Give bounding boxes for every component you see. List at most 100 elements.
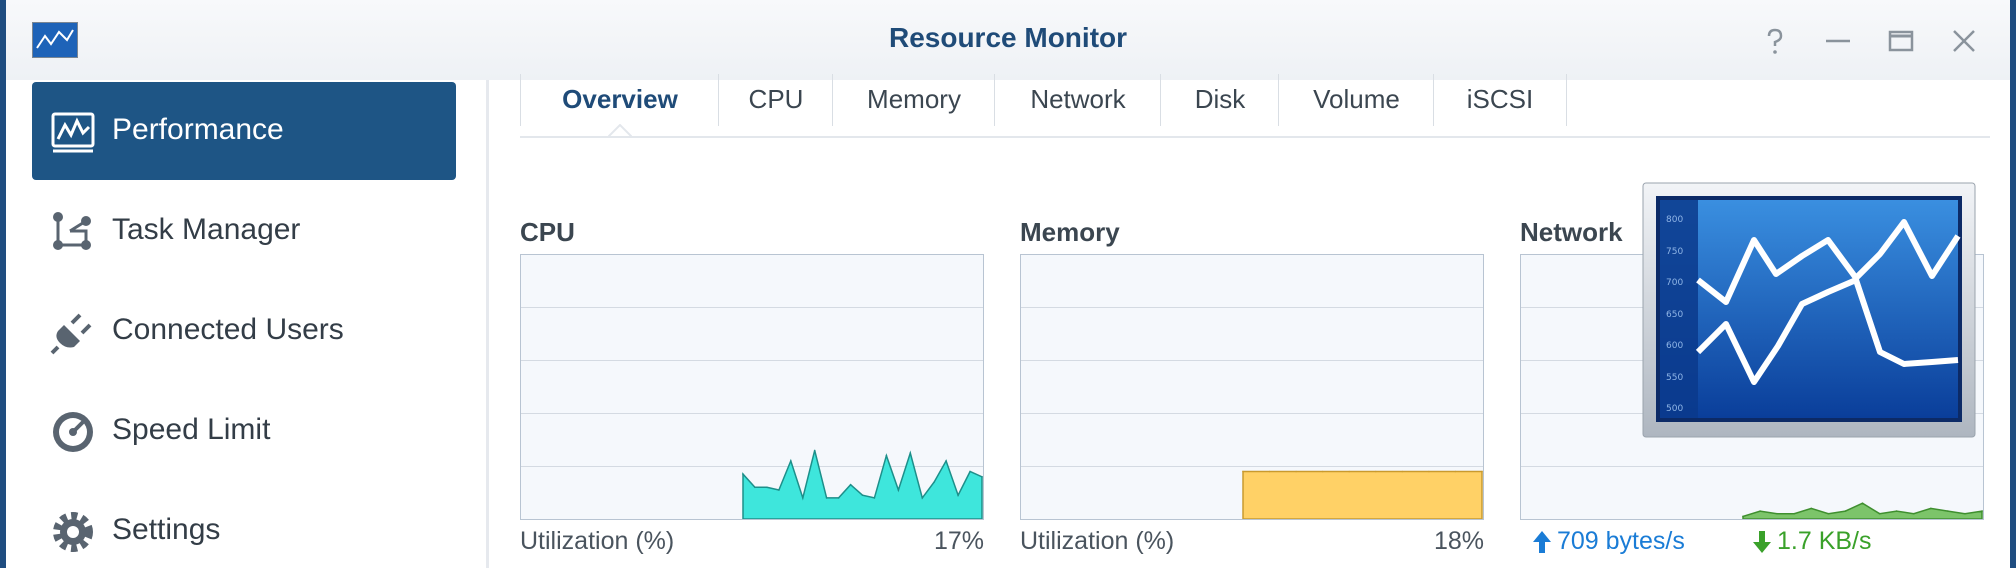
cpu-point: [825, 497, 828, 499]
network-point: [1742, 515, 1744, 518]
network-point: [1947, 510, 1949, 512]
svg-text:700: 700: [1666, 278, 1683, 288]
cpu-point: [981, 476, 983, 478]
cpu-point: [957, 494, 959, 496]
memory-point: [1348, 470, 1350, 473]
memory-point: [1268, 470, 1271, 473]
performance-icon: [51, 112, 95, 153]
sidebar-item-label: Performance: [112, 113, 284, 146]
cpu-panel-title: CPU: [520, 217, 575, 247]
cpu-point: [742, 473, 744, 475]
memory-point: [1321, 470, 1324, 473]
grid-line: [521, 307, 983, 308]
grid-line: [1521, 466, 1983, 467]
grid-line: [1021, 466, 1483, 467]
memory-point: [1481, 470, 1483, 473]
memory-point: [1401, 470, 1404, 473]
cpu-point: [754, 486, 756, 489]
gear-icon: [53, 512, 93, 552]
memory-utilization-label: Utilization (%): [1020, 527, 1175, 555]
grid-line: [1021, 413, 1483, 414]
network-point: [1759, 510, 1761, 512]
memory-chart[interactable]: [1020, 254, 1484, 520]
cpu-point: [945, 460, 947, 462]
cpu-point: [837, 497, 840, 499]
app-icon: [32, 22, 78, 58]
grid-line: [521, 466, 983, 467]
memory-point: [1295, 470, 1297, 473]
network-chart-plot: [1742, 502, 1983, 519]
cpu-utilization-value: 17%: [933, 527, 984, 555]
network-area: [1742, 502, 1983, 519]
memory-point: [1454, 470, 1457, 473]
cpu-point: [813, 449, 816, 452]
memory-utilization-value: 18%: [1433, 527, 1484, 555]
memory-point: [1375, 470, 1377, 473]
network-point: [1810, 507, 1813, 510]
network-point: [1981, 510, 1983, 512]
task-manager-icon: [53, 212, 91, 250]
network-point: [1861, 502, 1864, 504]
memory-point: [1428, 470, 1430, 473]
sidebar-item-settings[interactable]: Settings: [32, 482, 456, 568]
svg-text:500: 500: [1666, 404, 1683, 414]
network-point: [1793, 512, 1795, 515]
network-point: [1776, 512, 1778, 515]
minimize-icon[interactable]: [1823, 26, 1853, 56]
plug-icon: [50, 313, 92, 355]
network-panel-title: Network: [1520, 217, 1623, 247]
window-title: Resource Monitor: [888, 22, 1128, 53]
cpu-point: [909, 452, 912, 454]
cpu-area: [742, 450, 983, 519]
sidebar-item-label: Task Manager: [112, 213, 301, 246]
cpu-utilization-label: Utilization (%): [520, 527, 675, 555]
cpu-point: [766, 486, 768, 489]
svg-text:650: 650: [1666, 310, 1683, 320]
close-icon[interactable]: [1949, 26, 1979, 56]
sidebar-item-label: Settings: [112, 513, 221, 546]
cpu-chart[interactable]: [520, 254, 984, 520]
grid-line: [521, 360, 983, 361]
sidebar-item-task-manager[interactable]: Task Manager: [32, 182, 456, 280]
grid-line: [1021, 307, 1483, 308]
cpu-point: [802, 497, 804, 499]
network-point: [1844, 510, 1847, 512]
sidebar-item-speed-limit[interactable]: Speed Limit: [32, 382, 456, 480]
tab-iscsi[interactable]: iSCSI: [1433, 74, 1567, 126]
sidebar-item-label: Speed Limit: [112, 413, 271, 446]
tab-overview[interactable]: Overview: [520, 74, 719, 126]
cpu-point: [933, 481, 935, 483]
sidebar-item-connected-users[interactable]: Connected Users: [32, 282, 456, 380]
upload-rate: 709 bytes/s: [1557, 527, 1685, 555]
svg-text:800: 800: [1666, 215, 1683, 225]
tab-disk[interactable]: Disk: [1160, 74, 1279, 126]
cpu-point: [873, 497, 876, 499]
network-point: [1964, 512, 1966, 515]
cpu-point: [885, 454, 888, 457]
maximize-icon[interactable]: [1886, 26, 1916, 56]
cpu-point: [897, 489, 900, 491]
help-icon[interactable]: [1760, 26, 1790, 56]
svg-text:550: 550: [1666, 373, 1683, 383]
sidebar-item-performance[interactable]: Performance: [32, 82, 456, 180]
memory-area: [1242, 470, 1483, 519]
active-tab-pointer: [608, 124, 632, 138]
cpu-chart-plot: [742, 449, 983, 519]
resource-monitor-logo-icon: 800 750 700 650 600 550 500: [1642, 182, 1976, 438]
network-point: [1827, 512, 1830, 515]
grid-line: [1021, 360, 1483, 361]
tab-volume[interactable]: Volume: [1278, 74, 1434, 126]
memory-panel-title: Memory: [1020, 217, 1120, 247]
network-point: [1930, 507, 1932, 510]
tab-network[interactable]: Network: [994, 74, 1161, 126]
download-rate: 1.7 KB/s: [1777, 527, 1872, 555]
memory-chart-plot: [1242, 470, 1483, 519]
cpu-point: [969, 470, 971, 473]
memory-point: [1242, 470, 1244, 473]
tab-memory[interactable]: Memory: [832, 74, 995, 126]
tab-bar: Overview CPU Memory Network Disk Volume …: [520, 74, 1990, 138]
cpu-point: [778, 489, 780, 491]
network-point: [1878, 512, 1881, 515]
title-bar[interactable]: Resource Monitor: [6, 0, 2010, 80]
tab-cpu[interactable]: CPU: [718, 74, 833, 126]
